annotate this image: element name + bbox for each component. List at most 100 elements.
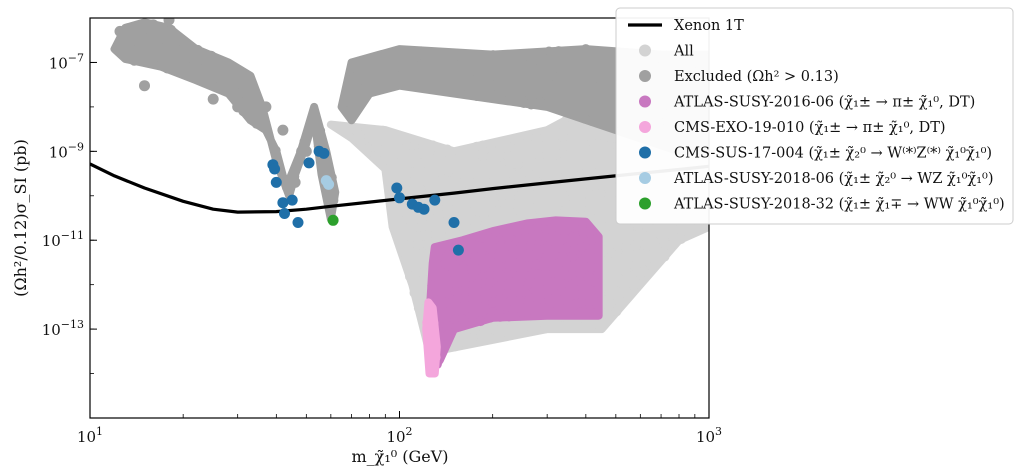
point-excluded [225,82,236,92]
point-atlas_2016_06 [532,222,543,233]
point-excluded [225,60,236,71]
y-tick-label: 10−11 [42,229,84,250]
point-atlas_2016_06 [570,232,581,243]
point-excluded [372,62,383,73]
point-excluded [300,145,312,157]
point-all [408,157,419,168]
point-atlas_2016_06 [515,276,526,287]
point-all [445,149,456,160]
point-excluded [415,59,426,70]
point-all [506,167,517,178]
point-excluded [568,109,579,120]
point-atlas_2016_06 [586,262,596,273]
point-all [539,184,550,195]
point-excluded [586,116,597,126]
point-all [522,204,533,214]
point-excluded [289,176,301,188]
x-axis-label: m_χ̃₁⁰ (GeV) [351,447,448,466]
point-all [566,202,577,213]
point-atlas_2016_06 [557,285,568,296]
point-all [559,197,570,208]
point-all [655,230,666,240]
point-atlas_2016_06 [458,314,469,325]
point-atlas_2016_06 [480,303,490,314]
point-all [607,212,618,223]
point-atlas_2016_06 [485,277,495,288]
point-cms_sus_17_004 [394,192,405,204]
point-atlas_2016_06 [524,294,535,304]
point-all [513,149,524,160]
point-all [620,266,631,277]
point-all [607,203,618,214]
point-all [478,150,488,161]
point-atlas_2016_06 [504,251,515,261]
point-all [488,150,499,161]
point-cms_exo_19_010 [430,352,441,363]
point-atlas_2016_06 [486,288,497,299]
point-atlas_2016_06 [496,262,507,273]
point-excluded [324,187,335,198]
point-excluded [252,111,264,123]
point-excluded [544,46,554,57]
point-all [603,230,614,241]
point-all [576,203,586,214]
point-all [578,149,589,160]
point-atlas_2016_06 [533,294,543,305]
point-excluded [471,50,481,61]
point-atlas_2016_06 [459,270,470,281]
legend-marker-swatch [639,95,651,108]
point-all [450,341,461,352]
point-all [459,160,470,171]
point-atlas_2016_06 [589,276,600,287]
legend-marker-swatch [639,121,651,133]
point-all [539,170,550,180]
point-excluded [396,51,407,62]
point-atlas_2016_06 [551,217,562,227]
point-excluded [551,100,562,111]
point-excluded [147,19,159,31]
point-atlas_2016_06 [523,248,534,259]
point-atlas_2016_06 [440,297,451,308]
point-all [603,149,614,159]
point-excluded [354,98,365,109]
point-all [414,285,424,296]
point-all [407,148,418,159]
point-all [602,161,613,172]
point-all [400,215,411,226]
legend-entry-atlas_2018_06: ATLAS-SUSY-2018-06 (χ̃₁± χ̃₂⁰ → WZ χ̃₁⁰χ… [639,171,994,187]
point-all [623,248,634,259]
point-all [477,166,487,177]
point-all [424,160,435,170]
point-excluded [425,79,436,89]
point-excluded [518,98,529,108]
point-all [371,141,382,152]
point-all [477,140,488,151]
point-excluded [181,60,192,71]
point-excluded [595,80,606,91]
point-excluded [531,78,542,89]
point-excluded [124,43,136,55]
point-excluded [605,115,616,126]
point-excluded [206,50,217,61]
point-excluded [299,136,310,147]
point-atlas_2016_06 [488,297,499,308]
point-excluded [462,88,473,99]
point-atlas_2016_06 [452,321,463,332]
point-excluded [177,35,189,47]
legend: Xenon 1T All Excluded (Ωh² > 0.13) ATLAS-SU… [615,7,1014,225]
point-excluded [542,78,553,89]
point-atlas_2016_06 [486,257,497,268]
point-atlas_2016_06 [512,226,523,237]
point-all [488,213,499,223]
point-atlas_2016_06 [471,293,482,304]
point-atlas_2016_06 [503,279,514,290]
point-all [593,177,604,188]
point-all [523,131,533,142]
point-excluded [605,53,616,63]
point-all [550,204,561,215]
point-atlas_2018_06 [323,178,335,190]
point-all [430,213,441,224]
point-excluded [307,113,318,124]
point-all [400,205,411,216]
x-tick-label: 101 [77,425,103,446]
